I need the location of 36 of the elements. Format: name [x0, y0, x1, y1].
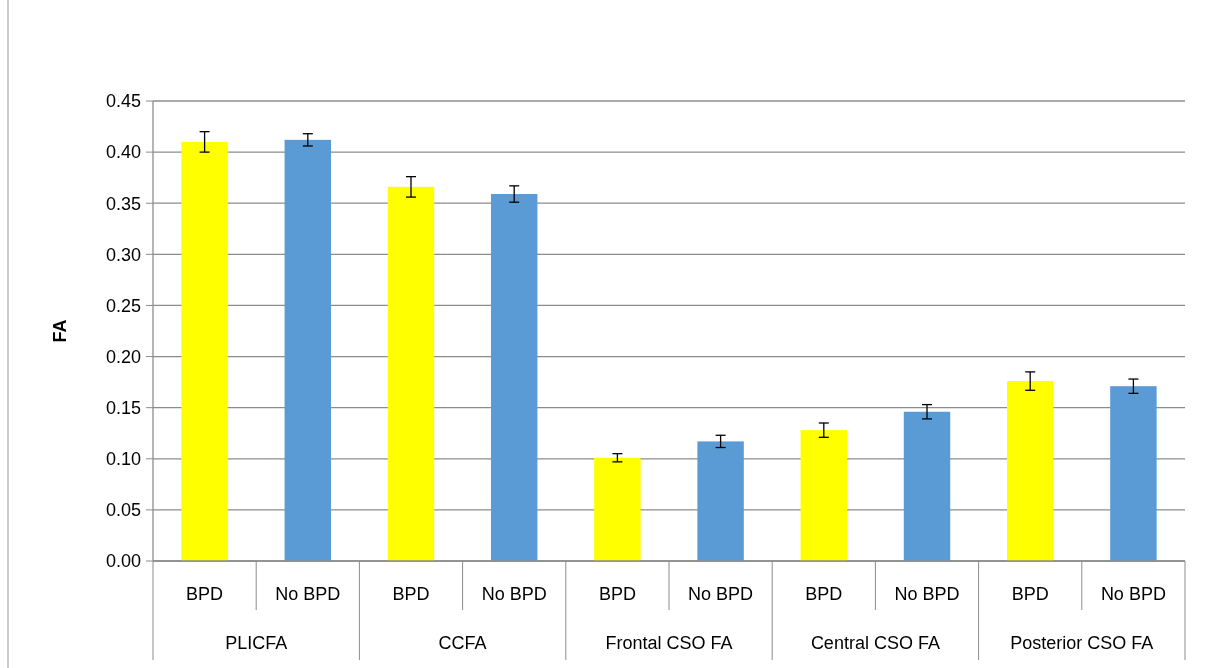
series-label: BPD	[186, 584, 224, 605]
text: BPD	[1011, 584, 1049, 605]
text: No BPD	[894, 584, 960, 605]
text: BPD	[598, 584, 636, 605]
text: No BPD	[1100, 584, 1166, 605]
x-tick-label: CCFA	[438, 633, 487, 654]
y-tick-label: 0.00	[105, 551, 141, 572]
text: BPD	[392, 584, 430, 605]
text: No BPD	[275, 584, 341, 605]
y-tick-label: 0.10	[105, 449, 141, 470]
text: No BPD	[481, 584, 547, 605]
bar	[903, 411, 951, 561]
y-tick-label: 0.45	[105, 91, 141, 112]
y-axis-title: FA	[50, 319, 70, 343]
y-tick-label: 0.20	[105, 346, 141, 367]
x-tick-label: PLICFA	[225, 633, 288, 654]
bar	[594, 457, 641, 561]
y-tick-label: 0.25	[105, 295, 141, 316]
bar	[284, 139, 332, 561]
y-tick-label: 0.40	[105, 142, 141, 163]
x-tick-label: Frontal CSO FA	[605, 633, 733, 654]
y-tick-label: 0.05	[105, 500, 141, 521]
bar	[697, 441, 744, 561]
x-tick-label: Central CSO FA	[810, 633, 940, 654]
bar	[387, 186, 435, 561]
bar	[490, 194, 538, 561]
bar	[800, 430, 848, 561]
bar	[1110, 386, 1157, 561]
bar	[181, 141, 228, 561]
bar	[1006, 381, 1054, 561]
y-tick-label: 0.15	[105, 397, 141, 418]
text: BPD	[805, 584, 843, 605]
x-tick-label: Posterior CSO FA	[1010, 633, 1154, 654]
y-tick-label: 0.30	[105, 244, 141, 265]
y-tick-label: 0.35	[105, 193, 141, 214]
series-label: No BPD	[688, 584, 754, 605]
